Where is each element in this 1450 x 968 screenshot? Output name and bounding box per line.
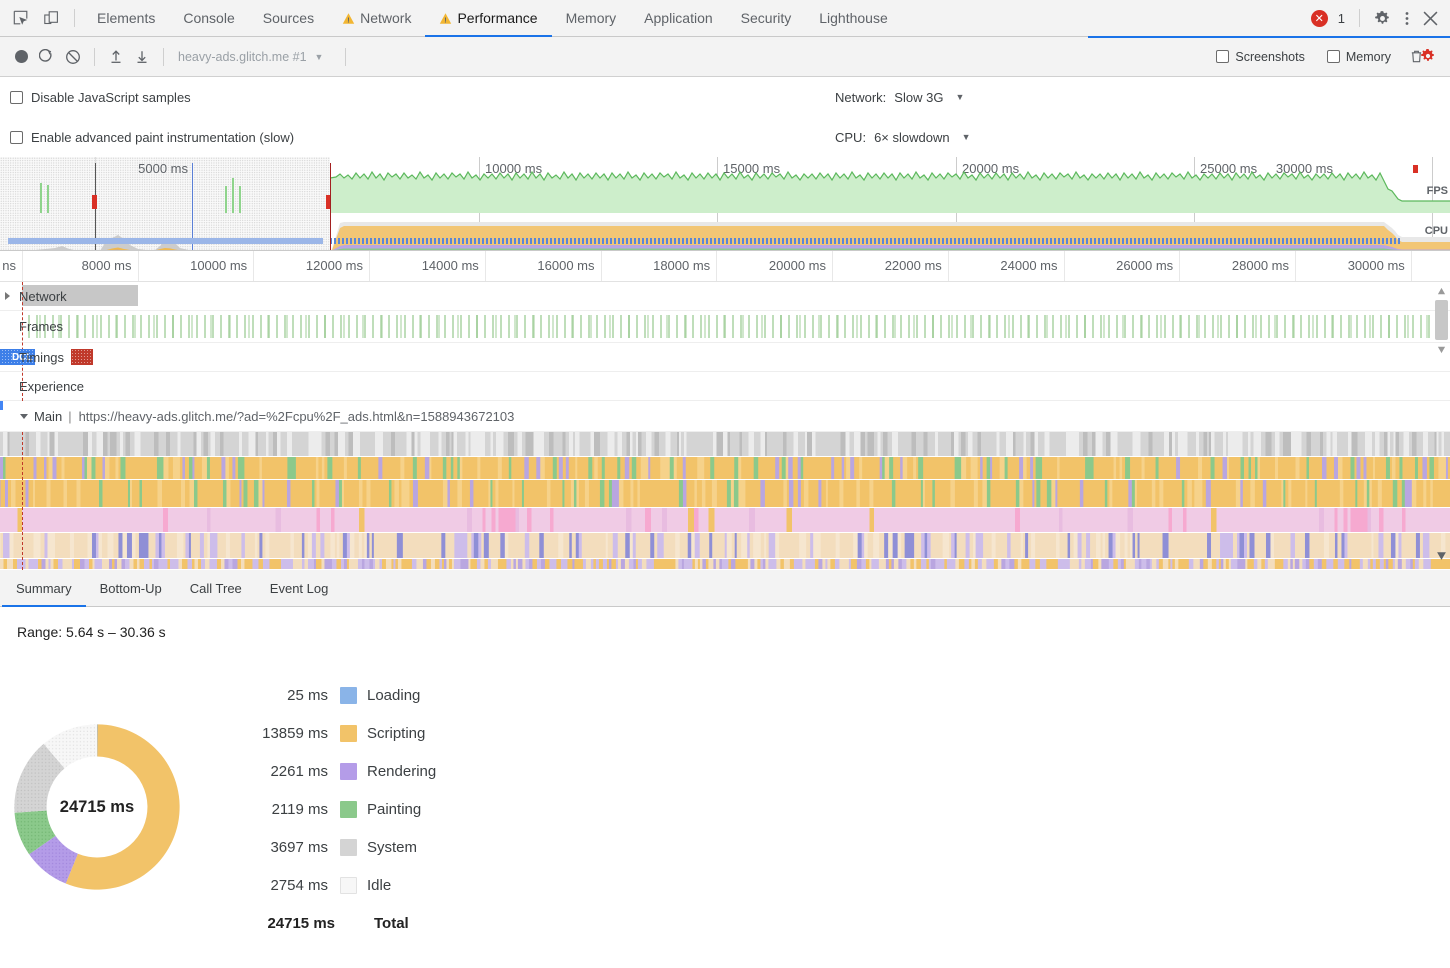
svg-text:!: ! bbox=[347, 15, 349, 24]
svg-text:24715 ms: 24715 ms bbox=[60, 797, 134, 816]
svg-text:!: ! bbox=[445, 15, 447, 24]
